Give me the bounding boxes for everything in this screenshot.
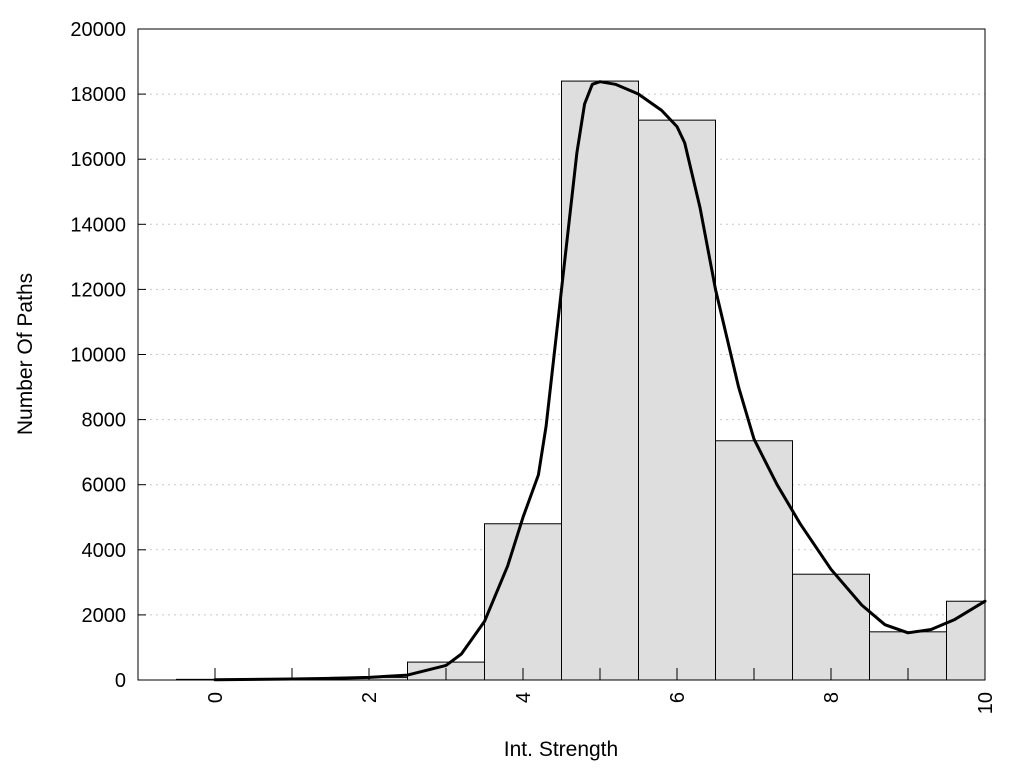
y-tick-label: 14000: [70, 214, 126, 236]
x-tick-label: 4: [513, 692, 535, 703]
x-tick-label: 8: [821, 692, 843, 703]
x-tick-label: 2: [359, 692, 381, 703]
x-axis-label: Int. Strength: [504, 738, 618, 761]
y-tick-label: 16000: [70, 149, 126, 171]
fit-curve-layer: [213, 80, 987, 682]
x-tick-label: 10: [975, 692, 997, 714]
bar: [638, 119, 716, 681]
y-tick-label: 0: [115, 670, 126, 692]
y-tick-label: 12000: [70, 279, 126, 301]
y-tick-label: 8000: [82, 410, 127, 432]
bars: [176, 80, 986, 681]
y-tick-label: 10000: [70, 345, 126, 367]
fit-curve: [213, 80, 987, 682]
y-tick-label: 2000: [82, 605, 127, 627]
x-tick-label: 6: [667, 692, 689, 703]
bar: [715, 440, 793, 681]
y-tick-label: 18000: [70, 84, 126, 106]
y-tick-label: 6000: [82, 475, 127, 497]
x-axis-ticks: 0 2 4 6 8 10: [205, 668, 997, 714]
y-axis-label: Number Of Paths: [14, 273, 37, 435]
bar: [484, 523, 562, 681]
y-axis-ticks: 0 2000 4000 6000 8000 10000 12000 14000 16000 180…: [70, 19, 146, 692]
x-tick-label: 0: [205, 692, 227, 703]
y-tick-label: 4000: [82, 540, 127, 562]
bar: [561, 80, 639, 681]
bar: [792, 573, 870, 681]
y-tick-label: 20000: [70, 19, 126, 41]
